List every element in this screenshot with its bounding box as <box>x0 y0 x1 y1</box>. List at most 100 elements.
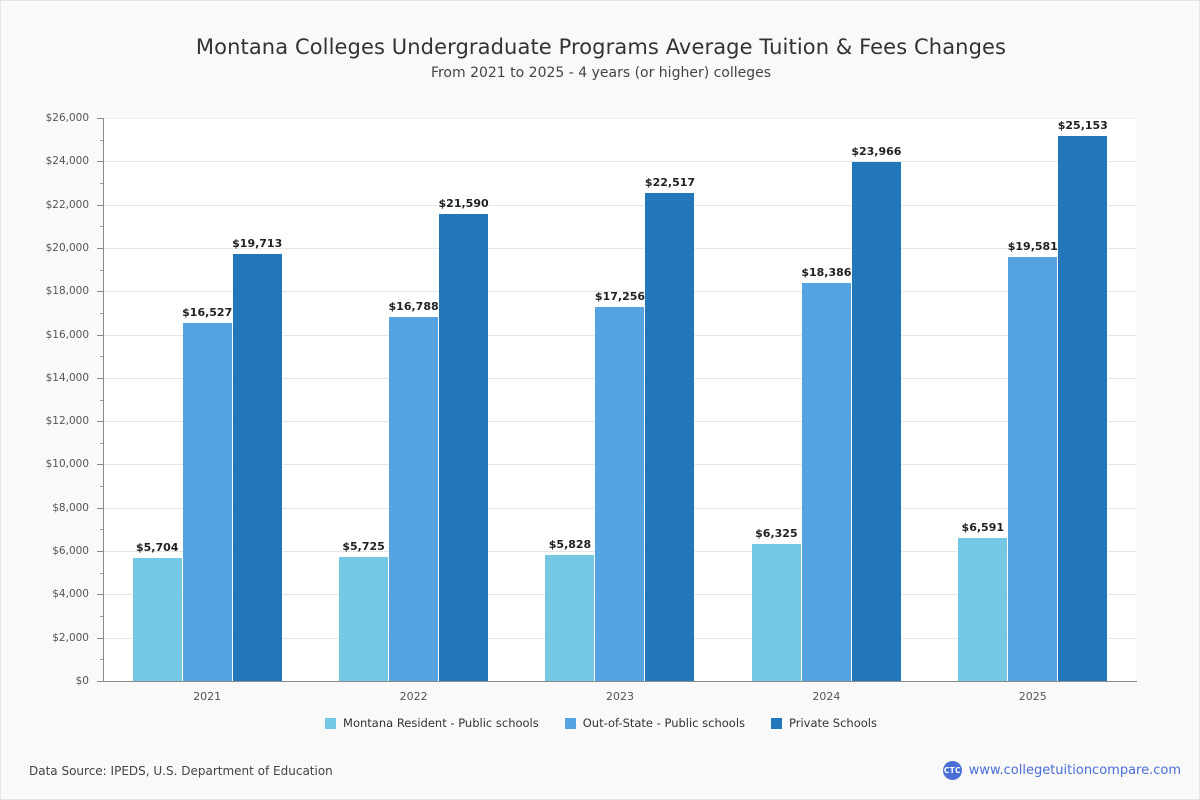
bar[interactable]: $19,581 <box>1008 240 1058 681</box>
y-tick-minor <box>100 442 104 444</box>
x-axis-label: 2021 <box>193 690 222 703</box>
y-tick-minor <box>100 269 104 271</box>
bar-value-label: $5,828 <box>548 537 592 551</box>
y-tick-minor <box>100 529 104 531</box>
legend-label: Montana Resident - Public schools <box>343 716 539 730</box>
bar-group: $5,828 $17,256 $22,517 2023 <box>517 118 723 703</box>
brand-url-text: www.collegetuitioncompare.com <box>968 763 1181 778</box>
y-tick-major <box>97 377 104 379</box>
y-axis-label: $6,000 <box>52 545 89 558</box>
chart-legend: Montana Resident - Public schools Out-of-… <box>1 716 1200 730</box>
x-axis-label: 2025 <box>1018 690 1047 703</box>
bar[interactable]: $19,713 <box>232 237 282 681</box>
y-tick-minor <box>100 182 104 184</box>
y-tick-major <box>97 421 104 423</box>
y-axis-label: $18,000 <box>45 285 89 298</box>
bar-value-label: $16,527 <box>182 306 233 320</box>
brand-link[interactable]: CTC www.collegetuitioncompare.com <box>942 761 1181 780</box>
y-axis-label: $26,000 <box>45 112 89 124</box>
legend-item[interactable]: Private Schools <box>771 716 877 730</box>
y-tick-minor <box>100 312 104 314</box>
bar-value-label: $25,153 <box>1057 119 1108 133</box>
y-tick-major <box>97 291 104 293</box>
y-axis-label: $4,000 <box>52 588 89 601</box>
legend-swatch-icon <box>771 717 783 729</box>
y-axis-label: $0 <box>75 675 89 687</box>
y-tick-major <box>97 204 104 206</box>
y-tick-major <box>97 464 104 466</box>
y-axis-label: $10,000 <box>45 458 89 471</box>
y-axis-label: $20,000 <box>45 241 89 254</box>
page-title: Montana Colleges Undergraduate Programs … <box>195 35 1007 59</box>
bar[interactable]: $5,704 <box>132 541 182 681</box>
bar-group: $5,725 $16,788 $21,590 2022 <box>310 118 516 703</box>
y-tick-minor <box>100 399 104 401</box>
y-tick-major <box>97 594 104 596</box>
y-axis-label: $14,000 <box>45 371 89 384</box>
y-tick-minor <box>100 486 104 488</box>
bar-value-label: $23,966 <box>851 145 902 159</box>
bar-value-label: $5,704 <box>135 540 179 554</box>
bar[interactable]: $6,591 <box>958 521 1008 681</box>
ctc-logo-icon: CTC <box>942 761 962 780</box>
y-axis-line <box>103 118 104 681</box>
bar[interactable]: $5,725 <box>339 540 389 681</box>
y-tick-major <box>97 551 104 553</box>
y-axis-label: $8,000 <box>52 501 89 514</box>
bar[interactable]: $5,828 <box>545 538 595 681</box>
gridline <box>104 291 1136 293</box>
legend-item[interactable]: Out-of-State - Public schools <box>564 716 746 730</box>
bar[interactable]: $21,590 <box>439 197 489 681</box>
bar[interactable]: $6,325 <box>751 527 801 681</box>
legend-label: Out-of-State - Public schools <box>582 716 746 730</box>
y-tick-major <box>97 637 104 639</box>
bar-value-label: $19,713 <box>232 237 283 251</box>
x-axis-line <box>103 681 1137 682</box>
y-tick-major <box>97 681 104 682</box>
y-tick-minor <box>100 616 104 618</box>
y-tick-major <box>97 247 104 249</box>
legend-item[interactable]: Montana Resident - Public schools <box>325 716 539 730</box>
bar-value-label: $21,590 <box>438 196 489 210</box>
y-tick-major <box>97 118 104 119</box>
y-tick-major <box>97 161 104 163</box>
y-axis-label: $16,000 <box>45 328 89 341</box>
bar-value-label: $17,256 <box>594 290 646 304</box>
y-tick-minor <box>100 356 104 358</box>
bar[interactable]: $17,256 <box>595 290 645 681</box>
gridline <box>104 118 1136 119</box>
bar[interactable]: $16,527 <box>182 306 232 681</box>
bar[interactable]: $16,788 <box>389 300 439 681</box>
bar[interactable]: $18,386 <box>801 266 851 681</box>
x-axis-label: 2023 <box>605 690 634 703</box>
bar-group: $6,591 $19,581 $25,153 2025 <box>930 118 1136 703</box>
bar-group: $5,704 $16,527 $19,713 2021 <box>104 118 310 703</box>
bar[interactable]: $25,153 <box>1058 119 1108 681</box>
page-subtitle: From 2021 to 2025 - 4 years (or higher) … <box>430 65 772 81</box>
bar[interactable]: $23,966 <box>851 145 901 681</box>
legend-swatch-icon <box>325 717 337 729</box>
bar-group: $6,325 $18,386 $23,966 2024 <box>723 118 929 703</box>
gridline <box>104 204 1136 206</box>
bar-value-label: $6,325 <box>755 527 798 541</box>
bar-value-label: $19,581 <box>1007 240 1058 253</box>
x-axis-label: 2022 <box>399 690 428 703</box>
y-tick-minor <box>100 659 104 661</box>
y-tick-minor <box>100 226 104 228</box>
y-tick-major <box>97 334 104 336</box>
x-axis-label: 2024 <box>812 690 841 703</box>
bar-value-label: $6,591 <box>961 521 1005 535</box>
y-axis-label: $2,000 <box>52 631 89 644</box>
gridline <box>104 161 1136 163</box>
bar-value-label: $18,386 <box>801 265 852 279</box>
y-tick-minor <box>100 572 104 574</box>
data-source-text: Data Source: IPEDS, U.S. Department of E… <box>29 764 333 778</box>
gridline <box>104 247 1136 249</box>
y-tick-major <box>97 507 104 509</box>
bar[interactable]: $22,517 <box>645 176 695 681</box>
bar-value-label: $5,725 <box>342 540 385 554</box>
y-tick-minor <box>100 139 104 141</box>
bar-value-label: $22,517 <box>644 176 696 190</box>
legend-label: Private Schools <box>789 716 877 730</box>
